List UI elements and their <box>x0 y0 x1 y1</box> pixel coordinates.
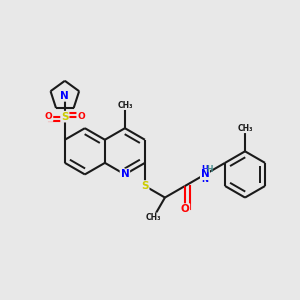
Text: O: O <box>181 204 189 214</box>
Text: CH₃: CH₃ <box>146 213 161 222</box>
Text: O: O <box>45 112 52 121</box>
Text: N: N <box>121 169 129 179</box>
Text: O: O <box>77 112 85 121</box>
Text: N: N <box>201 169 209 179</box>
Text: S: S <box>141 181 149 191</box>
Text: H: H <box>206 165 212 174</box>
Text: CH₃: CH₃ <box>117 100 133 109</box>
Text: S: S <box>61 112 69 122</box>
Text: N: N <box>61 91 69 101</box>
Text: CH₃: CH₃ <box>237 124 253 133</box>
Text: H
N: H N <box>202 165 208 184</box>
